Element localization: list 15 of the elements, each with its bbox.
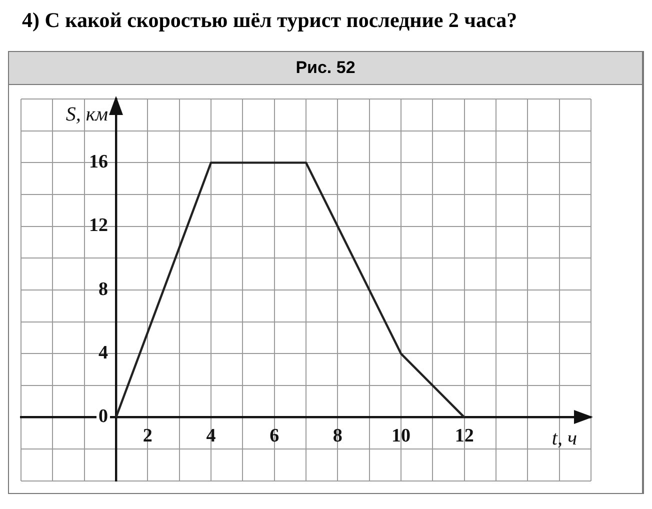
x-tick-label: 8 — [332, 426, 342, 447]
y-axis-title: S, км — [66, 103, 108, 126]
x-tick-label: 4 — [206, 426, 216, 447]
x-tick-label: 2 — [142, 426, 152, 447]
chart-subtitle: Рис. 52 — [9, 52, 642, 85]
x-tick-label: 12 — [454, 426, 474, 447]
y-tick-label: 12 — [89, 215, 108, 236]
x-tick-label: 6 — [270, 426, 280, 447]
y-tick-label: 4 — [98, 342, 108, 364]
y-tick-label: 8 — [98, 278, 108, 300]
x-tick-label: 10 — [392, 426, 410, 447]
chart-title: 4) С какой скоростью шёл турист последние 2 часа? — [22, 8, 518, 33]
y-tick-label: 0 — [98, 406, 108, 428]
x-axis-title: t, ч — [552, 428, 577, 450]
y-tick-label: 16 — [89, 152, 108, 173]
